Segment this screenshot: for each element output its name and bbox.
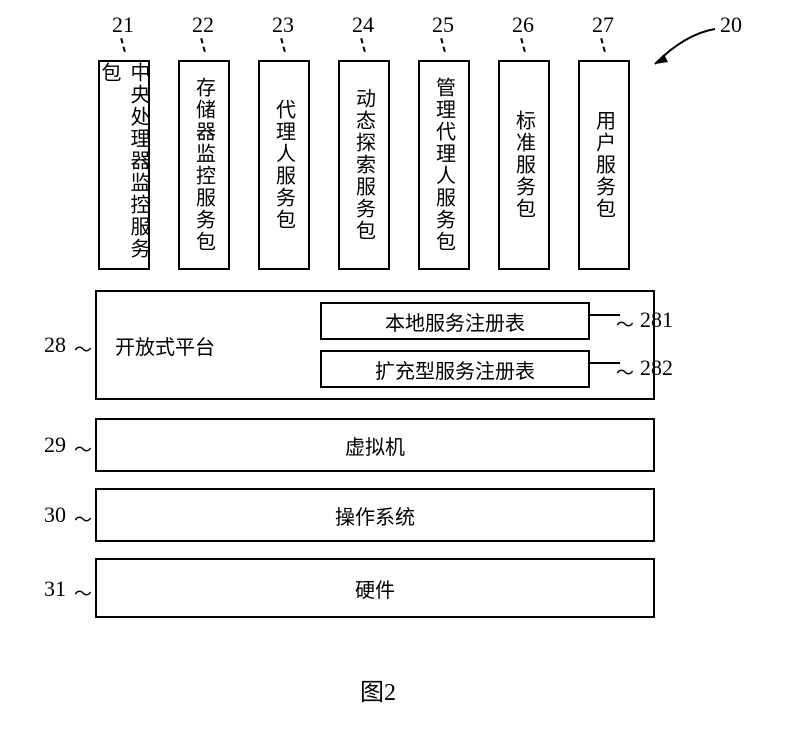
label-27: 27 <box>592 12 614 38</box>
layer-box-29: 虚拟机 <box>95 418 655 472</box>
tilde-282: 〜 <box>616 359 634 385</box>
svc-text-24: 动态探索服务包 <box>350 88 379 242</box>
label-30: 30 <box>44 502 66 528</box>
svc-box-26: 标准服务包 <box>498 60 550 270</box>
svc-box-24: 动态探索服务包 <box>338 60 390 270</box>
dash-25 <box>440 38 446 52</box>
label-23: 23 <box>272 12 294 38</box>
svc-box-27: 用户服务包 <box>578 60 630 270</box>
svc-box-25: 管理代理人服务包 <box>418 60 470 270</box>
label-25: 25 <box>432 12 454 38</box>
svc-text-26: 标准服务包 <box>510 110 539 220</box>
layer-text-30: 操作系统 <box>335 501 415 530</box>
layer-text-31: 硬件 <box>355 574 395 603</box>
inner-box-282: 扩充型服务注册表 <box>320 350 590 388</box>
figure-label: 图2 <box>360 672 396 707</box>
svc-text-25: 管理代理人服务包 <box>430 77 459 253</box>
tilde-281: 〜 <box>616 311 634 337</box>
label-282: 282 <box>640 355 673 381</box>
layer-box-30: 操作系统 <box>95 488 655 542</box>
svc-text-23: 代理人服务包 <box>270 99 299 231</box>
tilde-29: 〜 <box>74 436 92 462</box>
dash-21 <box>120 38 126 52</box>
platform-title: 开放式平台 <box>115 331 215 360</box>
tilde-31: 〜 <box>74 580 92 606</box>
label-20: 20 <box>720 12 742 38</box>
label-28: 28 <box>44 332 66 358</box>
svc-box-23: 代理人服务包 <box>258 60 310 270</box>
label-22: 22 <box>192 12 214 38</box>
dash-22 <box>200 38 206 52</box>
dash-23 <box>280 38 286 52</box>
dash-27 <box>600 38 606 52</box>
tilde-28: 〜 <box>74 336 92 362</box>
diagram-canvas: 21 22 23 24 25 26 27 20 中央处理器监控服务包 存储器监控… <box>0 0 800 735</box>
inner-text-282: 扩充型服务注册表 <box>375 355 535 384</box>
svc-box-21: 中央处理器监控服务包 <box>98 60 150 270</box>
inner-box-281: 本地服务注册表 <box>320 302 590 340</box>
svc-text-22: 存储器监控服务包 <box>190 77 219 253</box>
dash-24 <box>360 38 366 52</box>
label-29: 29 <box>44 432 66 458</box>
label-26: 26 <box>512 12 534 38</box>
layer-box-31: 硬件 <box>95 558 655 618</box>
label-24: 24 <box>352 12 374 38</box>
arrow-20 <box>640 24 720 74</box>
dash-26 <box>520 38 526 52</box>
label-281: 281 <box>640 307 673 333</box>
inner-text-281: 本地服务注册表 <box>385 307 525 336</box>
svc-text-27: 用户服务包 <box>590 110 619 220</box>
svc-text-21: 中央处理器监控服务包 <box>95 62 153 268</box>
layer-text-29: 虚拟机 <box>345 431 405 460</box>
tilde-30: 〜 <box>74 506 92 532</box>
label-31: 31 <box>44 576 66 602</box>
svc-box-22: 存储器监控服务包 <box>178 60 230 270</box>
label-21: 21 <box>112 12 134 38</box>
